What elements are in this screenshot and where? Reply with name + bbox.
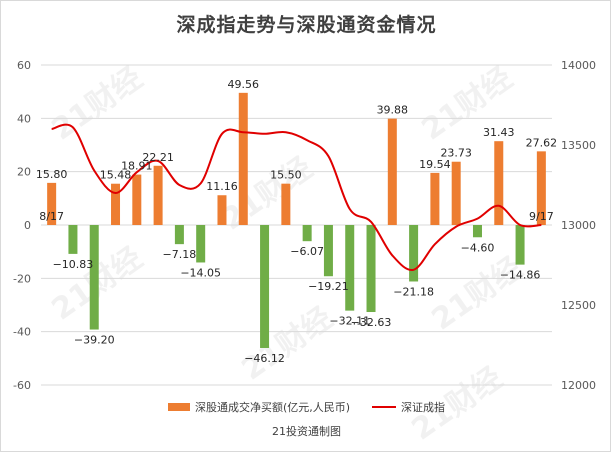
data-label: 15.80 — [36, 168, 68, 181]
data-label: −14.05 — [180, 266, 221, 279]
data-label: 49.56 — [228, 78, 260, 91]
data-label: 15.50 — [270, 169, 302, 182]
bar — [238, 92, 248, 225]
bar — [260, 225, 270, 348]
right-axis-ticks: 12000 12500 13000 13500 14000 — [561, 59, 596, 392]
chart-title: 深成指走势与深股通资金情况 — [176, 14, 437, 36]
bar — [515, 225, 525, 265]
bar — [366, 225, 376, 313]
x-category-label: 8/17 — [39, 210, 64, 223]
bar — [68, 225, 78, 254]
y2-tick-label: 13000 — [561, 219, 596, 232]
bar — [451, 161, 461, 225]
bar — [111, 183, 121, 225]
data-label: 22.21 — [142, 151, 174, 164]
bar — [387, 118, 397, 225]
line-path — [51, 123, 542, 272]
bar — [430, 172, 440, 225]
data-label: −39.20 — [74, 334, 115, 347]
bar — [217, 195, 227, 225]
x-axis-labels: 8/17 9/17 — [39, 210, 553, 223]
data-label: 39.88 — [377, 104, 409, 117]
legend-label-line: 深证成指 — [401, 401, 446, 414]
y2-tick-label: 12500 — [561, 299, 596, 312]
bar — [174, 225, 184, 245]
bar — [409, 225, 419, 282]
data-label: 27.62 — [526, 136, 558, 149]
data-label: −7.18 — [163, 248, 197, 261]
data-label: −6.07 — [290, 245, 324, 258]
bar — [47, 182, 57, 225]
bar — [345, 225, 355, 311]
y2-tick-label: 13500 — [561, 139, 596, 152]
bar — [323, 225, 333, 277]
data-label: 31.43 — [483, 126, 515, 139]
data-label: −19.21 — [308, 280, 349, 293]
y-tick-label: -60 — [13, 379, 31, 392]
bar — [494, 141, 504, 225]
data-label: −21.18 — [393, 285, 434, 298]
watermark-text: 21财经 — [46, 61, 149, 148]
data-label: −10.83 — [53, 258, 94, 271]
watermark-text: 21财经 — [236, 301, 339, 388]
bar — [196, 225, 206, 263]
line-series — [51, 123, 542, 272]
data-label: −32.11 — [329, 315, 370, 328]
data-label: 19.54 — [419, 158, 451, 171]
legend-swatch-bar — [167, 403, 190, 411]
bar — [132, 174, 142, 225]
legend-item-bar: 深股通成交净买额(亿元,人民币) — [167, 399, 351, 415]
bar — [89, 225, 99, 330]
x-category-label: 9/17 — [529, 210, 554, 223]
data-label: −4.60 — [461, 241, 495, 254]
y-tick-label: 60 — [17, 59, 31, 72]
bar — [472, 225, 482, 238]
y-tick-label: 0 — [24, 219, 31, 232]
data-label: −46.12 — [244, 352, 285, 365]
legend-label-bar: 深股通成交净买额(亿元,人民币) — [194, 401, 351, 414]
y2-tick-label: 12000 — [561, 379, 596, 392]
bar — [281, 183, 291, 225]
data-label: 23.73 — [440, 147, 472, 160]
bar — [536, 151, 546, 225]
y-tick-label: -20 — [13, 272, 31, 285]
y-tick-label: 40 — [17, 112, 31, 125]
data-label: 18.91 — [121, 160, 153, 173]
data-label: 15.48 — [100, 169, 132, 182]
credit-text: 21投资通制图 — [272, 425, 341, 438]
bar-series — [47, 92, 546, 348]
data-label: 11.16 — [206, 180, 238, 193]
y-tick-label: 20 — [17, 166, 31, 179]
bar — [153, 165, 163, 225]
bar — [302, 225, 312, 242]
legend-item-line: 深证成指 — [372, 399, 445, 415]
y2-tick-label: 14000 — [561, 59, 596, 72]
data-label: −14.86 — [500, 269, 541, 282]
watermark-text: 21财经 — [216, 151, 319, 238]
watermark-text: 21财经 — [426, 251, 529, 338]
legend-swatch-line — [372, 406, 397, 408]
gridlines — [41, 64, 552, 386]
legend: 深股通成交净买额(亿元,人民币) 深证成指 — [1, 399, 611, 415]
y-tick-label: -40 — [13, 326, 31, 339]
data-label: −32.63 — [351, 316, 392, 329]
left-axis-ticks: -60 -40 -20 0 20 40 60 — [13, 59, 31, 392]
